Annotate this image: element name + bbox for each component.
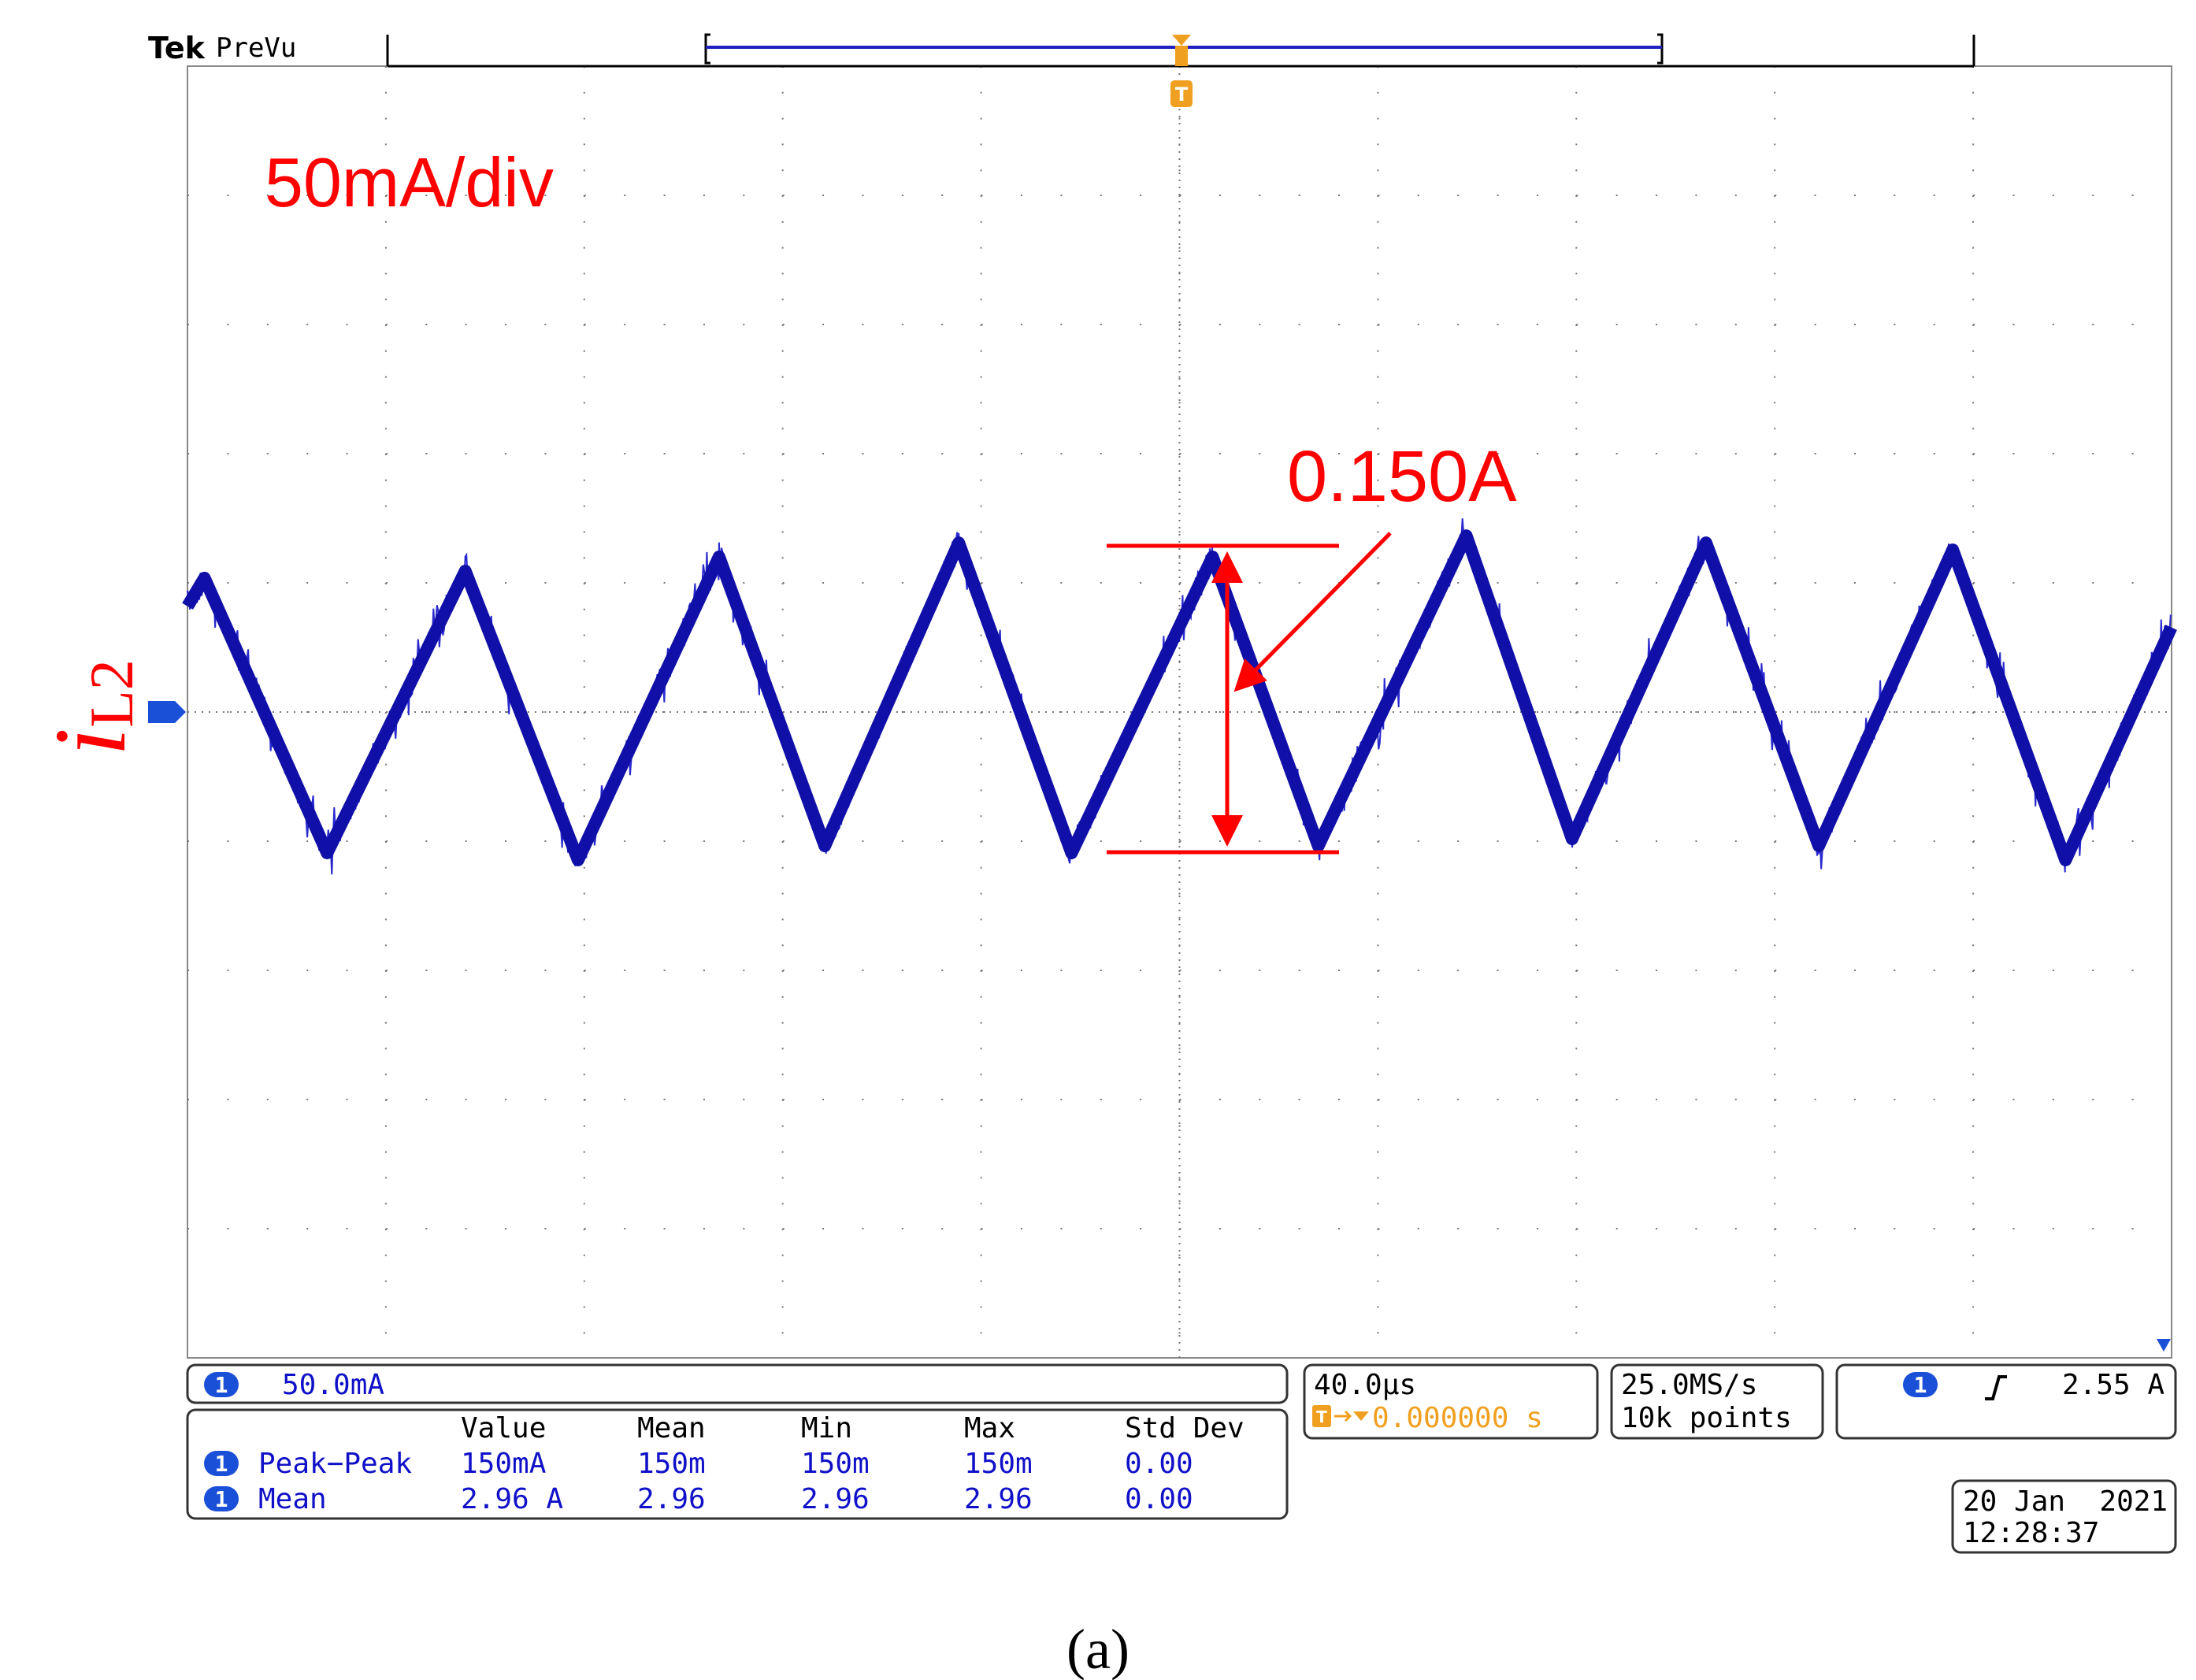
- ripple-annotation: 0.150A: [1287, 436, 1517, 517]
- channel-badge-label: 1: [215, 1486, 228, 1512]
- corner-marker: [2157, 1339, 2171, 1352]
- signal-label: iL2: [34, 659, 147, 756]
- measurement-value: 2.96: [637, 1483, 706, 1515]
- timebase-scale: 40.0µs: [1314, 1369, 1416, 1401]
- caption: (a): [1066, 1618, 1130, 1680]
- measurement-value: 150m: [964, 1448, 1033, 1480]
- trigger-position-marker: T: [1170, 35, 1193, 107]
- measurement-value: 150mA: [461, 1448, 547, 1480]
- channel-badge: [204, 1451, 239, 1476]
- channel-badge: [204, 1372, 239, 1397]
- measurement-value: 0.00: [1125, 1483, 1193, 1515]
- measurement-value: 150m: [637, 1448, 706, 1480]
- measurement-header: Std Dev: [1125, 1412, 1245, 1445]
- measurement-value: 2.96: [964, 1483, 1033, 1515]
- measurement-value: 2.96: [801, 1483, 870, 1515]
- channel-badge-label: 1: [215, 1372, 228, 1398]
- time-offset: 0.000000 s: [1372, 1402, 1543, 1434]
- signal-subscript: L2: [77, 659, 146, 728]
- channel-badge-label: 1: [215, 1451, 228, 1477]
- channel-badge: [204, 1486, 239, 1511]
- record-length: 10k points: [1621, 1402, 1792, 1434]
- sample-rate: 25.0MS/s: [1621, 1369, 1757, 1401]
- scale-annotation: 50mA/div: [265, 143, 554, 221]
- measurement-header: Mean: [637, 1412, 706, 1445]
- trace: [182, 529, 2177, 866]
- measurement-name: Peak−Peak: [258, 1448, 412, 1480]
- svg-text:T: T: [1316, 1407, 1327, 1426]
- waveform: [182, 518, 2177, 875]
- measurement-value: 2.96 A: [461, 1483, 563, 1515]
- channel-ground-marker: [148, 701, 186, 723]
- trigger-slope-icon: [1985, 1375, 2007, 1400]
- brand: Tek: [148, 31, 206, 65]
- svg-text:T: T: [1175, 83, 1189, 106]
- date: 20 Jan 2021: [1963, 1485, 2168, 1518]
- trace-noise: [187, 518, 2172, 875]
- measurement-name: Mean: [258, 1483, 327, 1515]
- trigger-level: 2.55 A: [2062, 1369, 2164, 1401]
- signal-symbol: i: [34, 728, 147, 756]
- measurement-value: 0.00: [1125, 1448, 1193, 1480]
- measurement-value: 150m: [801, 1448, 870, 1480]
- channel-badge-label: 1: [1914, 1372, 1927, 1398]
- time: 12:28:37: [1963, 1517, 2099, 1549]
- measurement-header: Min: [801, 1412, 852, 1445]
- readout-frames: [186, 1363, 2177, 1554]
- channel-scale: 50.0mA: [282, 1369, 384, 1401]
- measurement-header: Value: [461, 1412, 546, 1445]
- mode: PreVu: [216, 32, 296, 64]
- channel-badge: [1903, 1372, 1938, 1397]
- measurement-header: Max: [964, 1412, 1015, 1445]
- ripple-markers: [1107, 532, 1392, 855]
- time-offset-icon: T: [1312, 1405, 1369, 1427]
